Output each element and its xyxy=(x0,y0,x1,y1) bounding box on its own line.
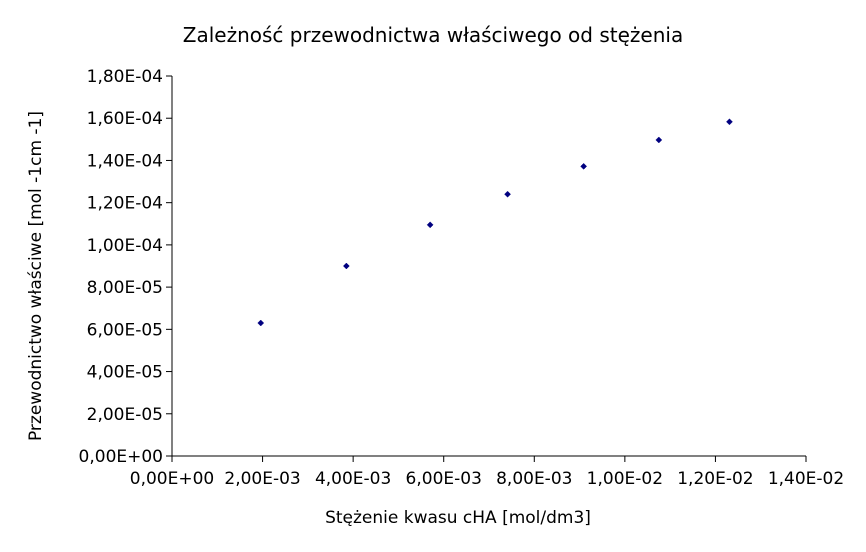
points-layer xyxy=(257,118,733,327)
data-point xyxy=(426,221,434,229)
data-point xyxy=(342,262,350,270)
x-tick-label: 1,00E-02 xyxy=(587,469,663,489)
x-tick-label: 1,40E-02 xyxy=(768,469,844,489)
data-point xyxy=(726,118,733,126)
y-tick-label: 2,00E-05 xyxy=(87,405,163,425)
y-axis-label: Przewodnictwo właściwe [mol -1cm -1] xyxy=(26,111,46,441)
y-tick-label: 4,00E-05 xyxy=(87,363,163,383)
y-tick-label: 1,80E-04 xyxy=(87,67,163,87)
axes-layer: 0,00E+00 2,00E-05 4,00E-05 6,00E-05 8,00E-05… xyxy=(79,67,845,489)
data-point xyxy=(257,319,265,327)
x-tick-label: 6,00E-03 xyxy=(406,469,482,489)
y-tick-label: 1,20E-04 xyxy=(87,194,163,214)
x-tick-label: 1,20E-02 xyxy=(677,469,753,489)
x-tick-label: 2,00E-03 xyxy=(224,469,300,489)
x-tick-label: 4,00E-03 xyxy=(315,469,391,489)
x-tick-label: 8,00E-03 xyxy=(496,469,572,489)
y-tick-label: 0,00E+00 xyxy=(79,447,163,467)
y-tick-label: 6,00E-05 xyxy=(87,320,163,340)
chart-title: Zależność przewodnictwa właściwego od st… xyxy=(183,23,683,47)
x-tick-label: 0,00E+00 xyxy=(130,469,214,489)
data-point xyxy=(580,163,588,170)
y-tick-label: 1,40E-04 xyxy=(87,151,163,171)
x-axis-label: Stężenie kwasu cHA [mol/dm3] xyxy=(325,508,591,528)
y-tick-label: 1,00E-04 xyxy=(87,236,163,256)
y-tick-label: 1,60E-04 xyxy=(87,109,163,129)
data-point xyxy=(655,136,663,144)
y-tick-label: 8,00E-05 xyxy=(87,278,163,298)
data-point xyxy=(504,190,511,198)
